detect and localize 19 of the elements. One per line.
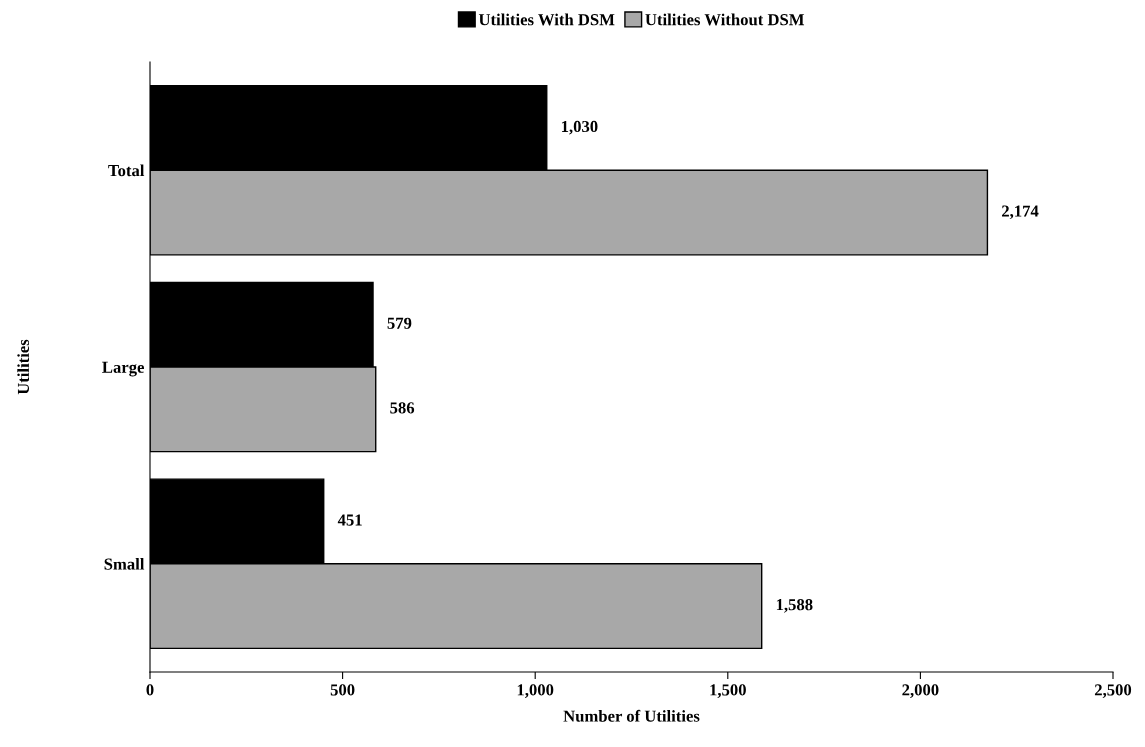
legend-label: Utilities With DSM xyxy=(478,13,615,26)
x-tick-label: 0 xyxy=(146,684,154,696)
x-tick-label: 2,500 xyxy=(1094,684,1132,698)
data-label: 1,588 xyxy=(776,599,813,613)
data-label: 586 xyxy=(390,402,415,414)
y-tick-label: Large xyxy=(102,361,145,377)
data-label: 579 xyxy=(387,317,412,329)
x-tick-label: 500 xyxy=(330,684,355,696)
y-tick-label: Total xyxy=(108,164,145,177)
x-tick-label: 2,000 xyxy=(902,684,939,698)
y-axis-title: Utilities xyxy=(17,339,30,395)
y-tick-label: Small xyxy=(104,557,145,570)
data-label: 1,030 xyxy=(561,120,598,135)
data-label: 2,174 xyxy=(1002,205,1039,220)
x-tick-label: 1,500 xyxy=(710,684,746,698)
x-tick-label: 1,000 xyxy=(517,684,554,698)
legend-label: Utilities Without DSM xyxy=(645,13,805,26)
data-label: 451 xyxy=(337,514,362,526)
x-axis-title: Number of Utilities xyxy=(563,709,700,722)
